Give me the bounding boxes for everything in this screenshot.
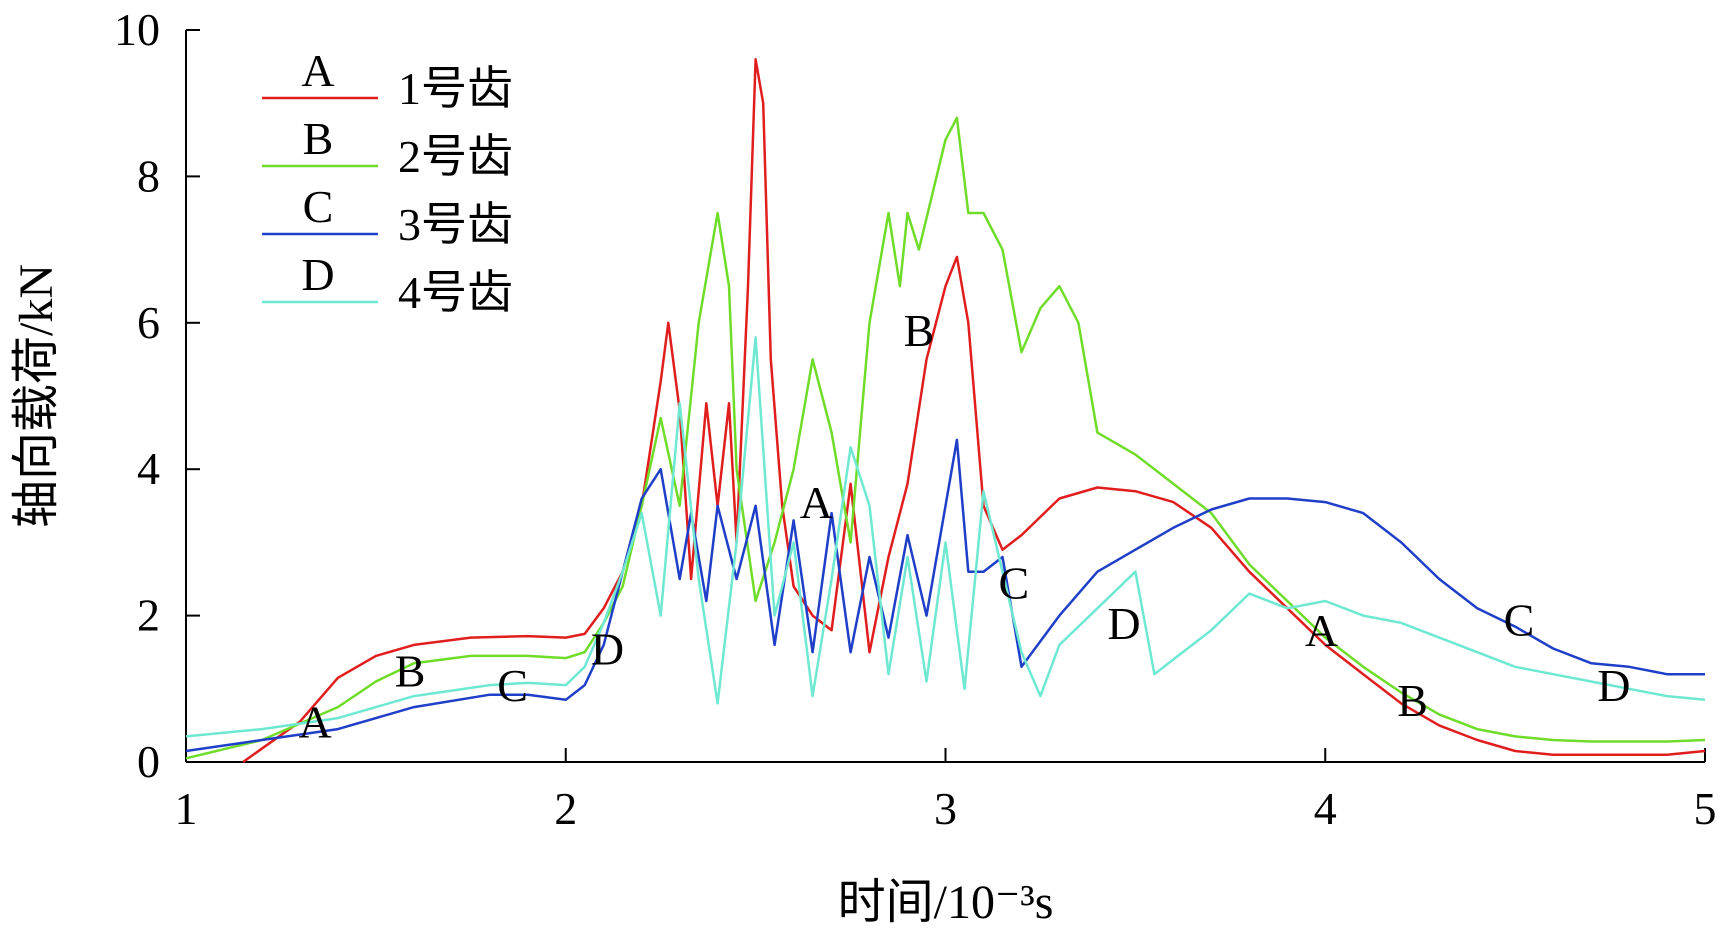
curve-label: A bbox=[800, 477, 833, 528]
curve-label: C bbox=[1504, 594, 1535, 645]
legend-marker: B bbox=[303, 113, 334, 164]
series-lines bbox=[185, 58, 1706, 764]
curve-annotations: A B C D A B C D A B C D bbox=[298, 305, 1630, 748]
y-axis-title: 轴向载荷/kN bbox=[10, 264, 63, 528]
curve-label: A bbox=[1305, 605, 1338, 656]
legend-label: 4号齿 bbox=[398, 267, 513, 318]
legend-label: 1号齿 bbox=[398, 63, 513, 114]
series-line-4 bbox=[185, 336, 1706, 738]
y-tick-label: 10 bbox=[114, 4, 160, 55]
x-tick-label: 5 bbox=[1694, 783, 1717, 834]
y-tick-label: 2 bbox=[137, 590, 160, 641]
legend-label: 2号齿 bbox=[398, 131, 513, 182]
legend-label: 3号齿 bbox=[398, 199, 513, 250]
curve-label: C bbox=[497, 660, 528, 711]
legend-marker: D bbox=[301, 249, 334, 300]
legend-marker: C bbox=[303, 181, 334, 232]
curve-label: D bbox=[1107, 598, 1140, 649]
legend: A 1号齿 B 2号齿 C 3号齿 D 4号齿 bbox=[262, 45, 513, 318]
x-tick-label: 3 bbox=[934, 783, 957, 834]
y-tick-label: 8 bbox=[137, 150, 160, 201]
curve-label: D bbox=[1597, 660, 1630, 711]
series-line-3 bbox=[185, 438, 1705, 753]
series-line-1 bbox=[242, 58, 1706, 764]
curve-label: C bbox=[999, 558, 1030, 609]
x-tick-label: 4 bbox=[1314, 783, 1337, 834]
curve-label: B bbox=[1397, 675, 1428, 726]
y-tick-label: 6 bbox=[137, 297, 160, 348]
legend-marker: A bbox=[301, 45, 334, 96]
y-tick-label: 0 bbox=[137, 736, 160, 787]
x-tick-label: 2 bbox=[554, 783, 577, 834]
x-tick-label: 1 bbox=[175, 783, 198, 834]
y-tick-label: 4 bbox=[137, 443, 160, 494]
curve-label: B bbox=[395, 646, 426, 697]
x-axis-title: 时间/10⁻³s bbox=[838, 876, 1054, 929]
curve-label: A bbox=[298, 697, 331, 748]
curve-label: D bbox=[591, 624, 624, 675]
curve-label: B bbox=[904, 305, 935, 356]
